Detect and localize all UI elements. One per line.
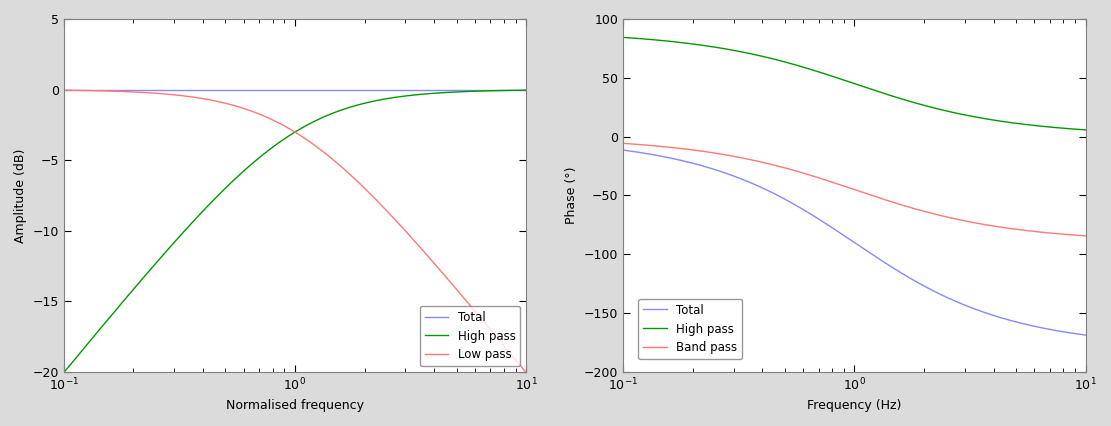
X-axis label: Frequency (Hz): Frequency (Hz): [808, 399, 902, 412]
Y-axis label: Phase (°): Phase (°): [565, 167, 579, 224]
Legend: Total, High pass, Low pass: Total, High pass, Low pass: [420, 306, 520, 366]
X-axis label: Normalised frequency: Normalised frequency: [226, 399, 364, 412]
Legend: Total, High pass, Band pass: Total, High pass, Band pass: [639, 299, 742, 359]
Y-axis label: Amplitude (dB): Amplitude (dB): [14, 148, 27, 243]
